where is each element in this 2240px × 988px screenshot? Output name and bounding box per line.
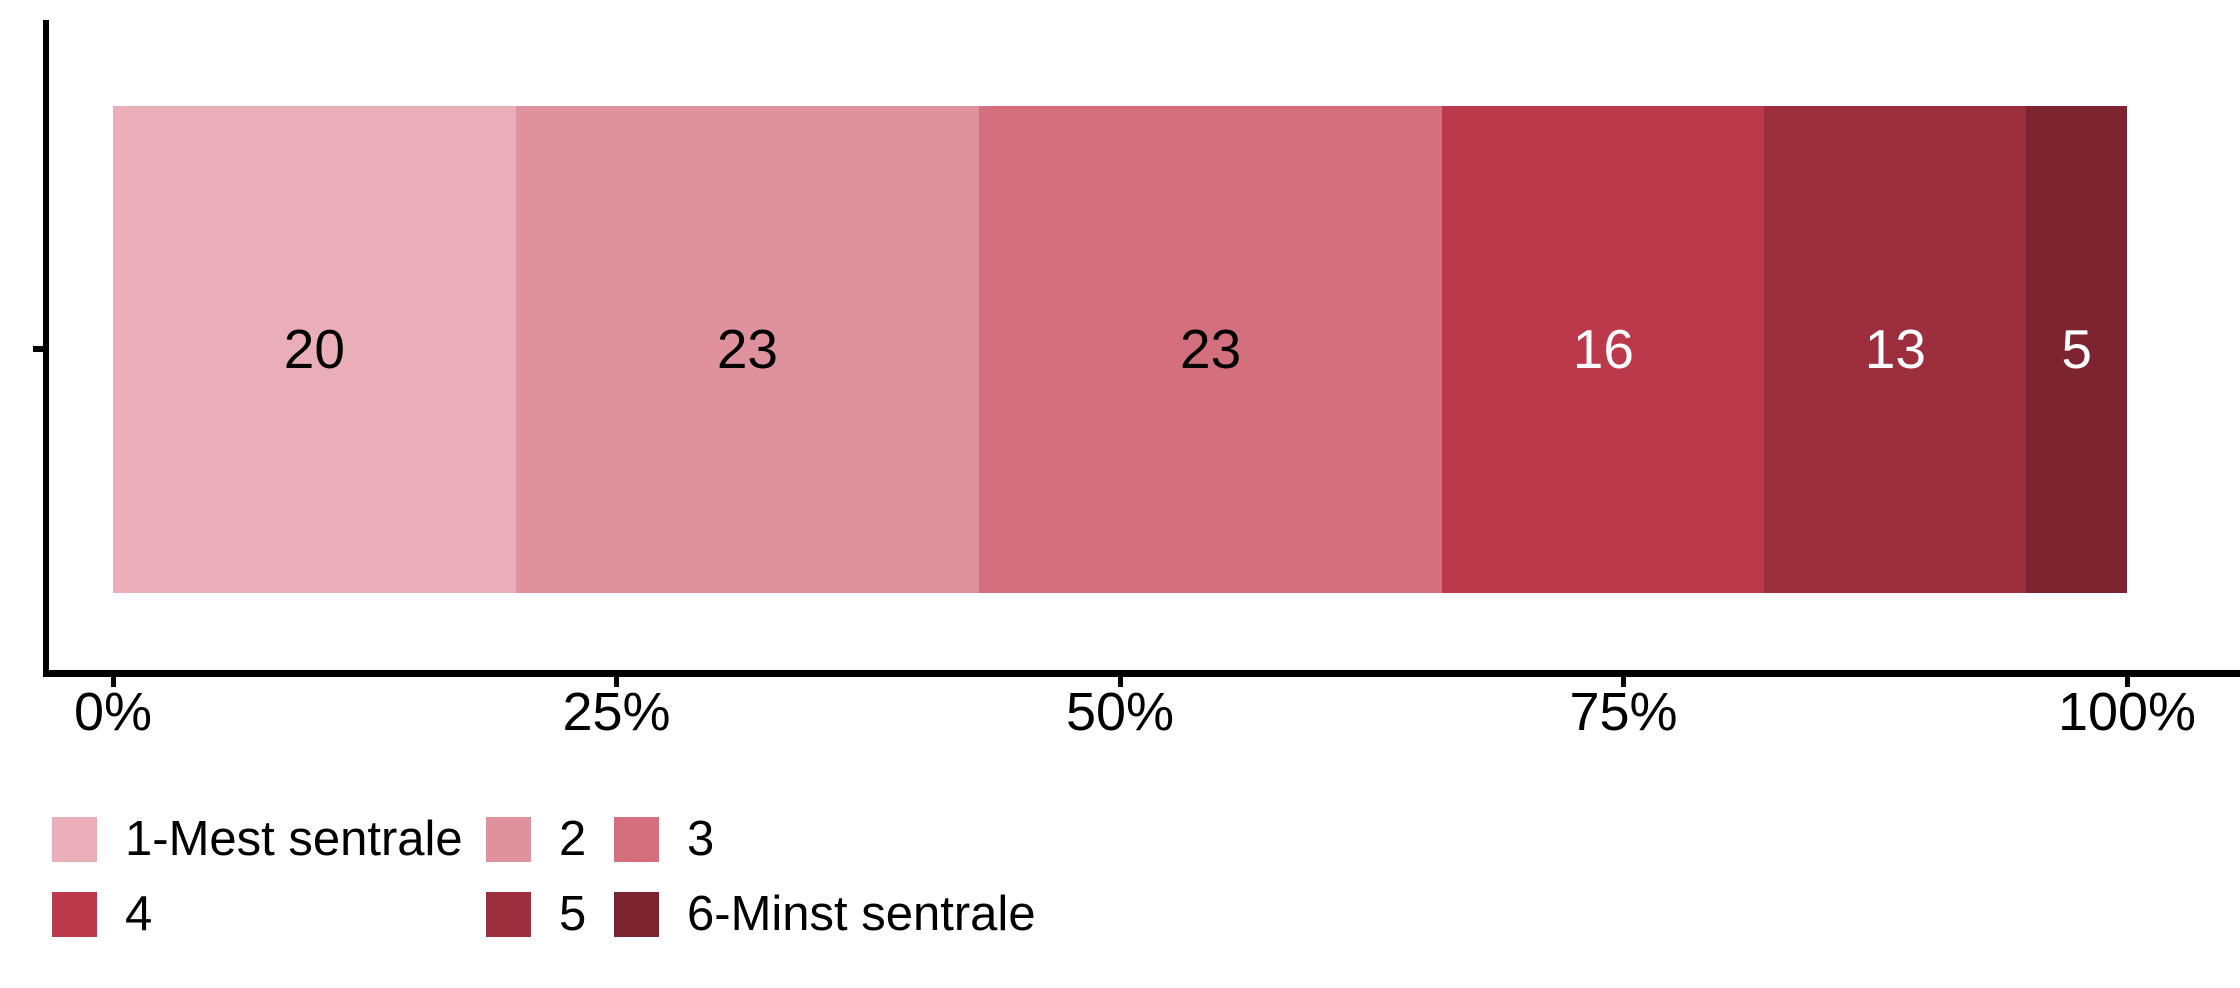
segment-value-label: 23 <box>716 318 778 380</box>
bar-segment-3: 23 <box>979 106 1443 593</box>
bar-segment-4: 16 <box>1442 106 1765 593</box>
legend-item-4: 4 <box>52 887 486 941</box>
legend-item-6: 6-Minst sentrale <box>614 887 1036 941</box>
x-tick-mark <box>614 677 619 687</box>
x-tick-label: 100% <box>2057 682 2197 742</box>
legend-label: 4 <box>125 887 153 941</box>
legend-item-2: 2 <box>486 812 614 866</box>
legend-label: 1-Mest sentrale <box>125 812 463 866</box>
y-axis-line <box>43 20 49 677</box>
segment-value-label: 5 <box>2061 318 2092 380</box>
legend-item-5: 5 <box>486 887 614 941</box>
x-tick-label: 75% <box>1569 682 1678 742</box>
bar-segment-5: 13 <box>1764 106 2027 593</box>
legend-swatch <box>52 892 97 937</box>
x-axis-line <box>43 670 2240 677</box>
x-tick-mark <box>110 677 116 687</box>
legend-label: 6-Minst sentrale <box>687 887 1036 941</box>
bar-segment-6: 5 <box>2026 106 2127 593</box>
legend: 1-Mest sentrale 2 3 4 5 6-Minst sentrale <box>52 812 1036 941</box>
legend-swatch <box>486 817 531 862</box>
legend-label: 3 <box>687 812 715 866</box>
x-tick-label: 0% <box>73 682 153 742</box>
x-tick-label: 50% <box>1065 682 1175 742</box>
segment-value-label: 20 <box>283 318 345 380</box>
legend-swatch <box>614 892 659 937</box>
segment-value-label: 23 <box>1180 318 1242 380</box>
legend-item-1: 1-Mest sentrale <box>52 812 486 866</box>
bar-segment-1: 20 <box>113 106 516 593</box>
segment-value-label: 16 <box>1572 318 1634 380</box>
x-tick-mark <box>1621 677 1626 687</box>
bar-segment-2: 23 <box>515 106 980 593</box>
x-tick-label: 25% <box>562 682 671 742</box>
legend-swatch <box>486 892 531 937</box>
legend-swatch <box>52 817 97 862</box>
x-tick-mark <box>2124 677 2130 687</box>
legend-label: 2 <box>559 812 587 866</box>
segment-value-label: 13 <box>1864 318 1926 380</box>
y-axis-tick <box>33 346 43 352</box>
legend-swatch <box>614 817 659 862</box>
legend-label: 5 <box>559 887 587 941</box>
x-tick-mark <box>1117 677 1123 687</box>
legend-item-3: 3 <box>614 812 1036 866</box>
stacked-bar: 20 23 23 16 13 5 <box>113 106 2127 593</box>
